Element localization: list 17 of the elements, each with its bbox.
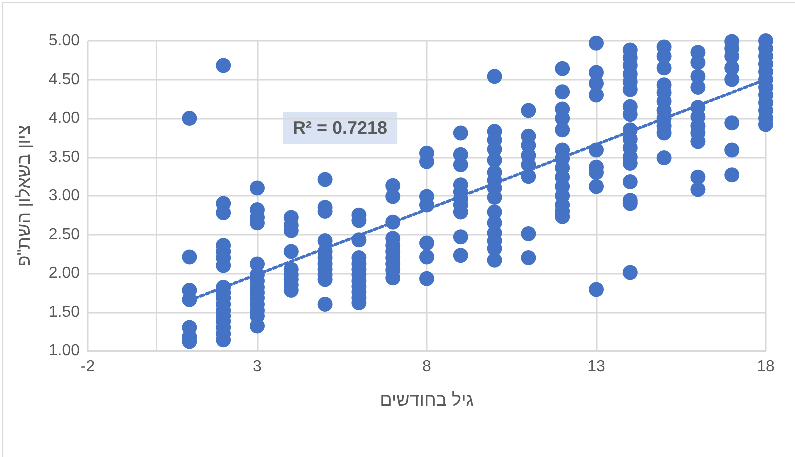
y-tick-label: 4.00 (48, 110, 80, 127)
x-tick-label: 8 (422, 358, 432, 376)
x-tick-label: 13 (588, 358, 606, 376)
y-tick-label: 3.50 (48, 148, 80, 166)
y-tick-label: 2.00 (48, 265, 80, 282)
y-tick-label: 2.50 (48, 226, 80, 244)
y-axis-title: ציון בשאלון השת"פ (14, 125, 34, 267)
x-tick-label: 3 (253, 358, 262, 376)
y-tick-label: 4.50 (48, 71, 80, 88)
y-tick-label: 1.00 (48, 342, 80, 360)
x-tick-label: -2 (80, 358, 96, 376)
y-tick-label: 3.00 (48, 188, 80, 204)
x-axis-title: גיל בחודשים (380, 390, 474, 410)
x-tick-label: 18 (757, 358, 775, 376)
y-tick-label: 1.50 (48, 304, 80, 321)
annotation: R² = 0.7218 (293, 118, 388, 138)
y-tick-label: 5.00 (48, 32, 80, 50)
